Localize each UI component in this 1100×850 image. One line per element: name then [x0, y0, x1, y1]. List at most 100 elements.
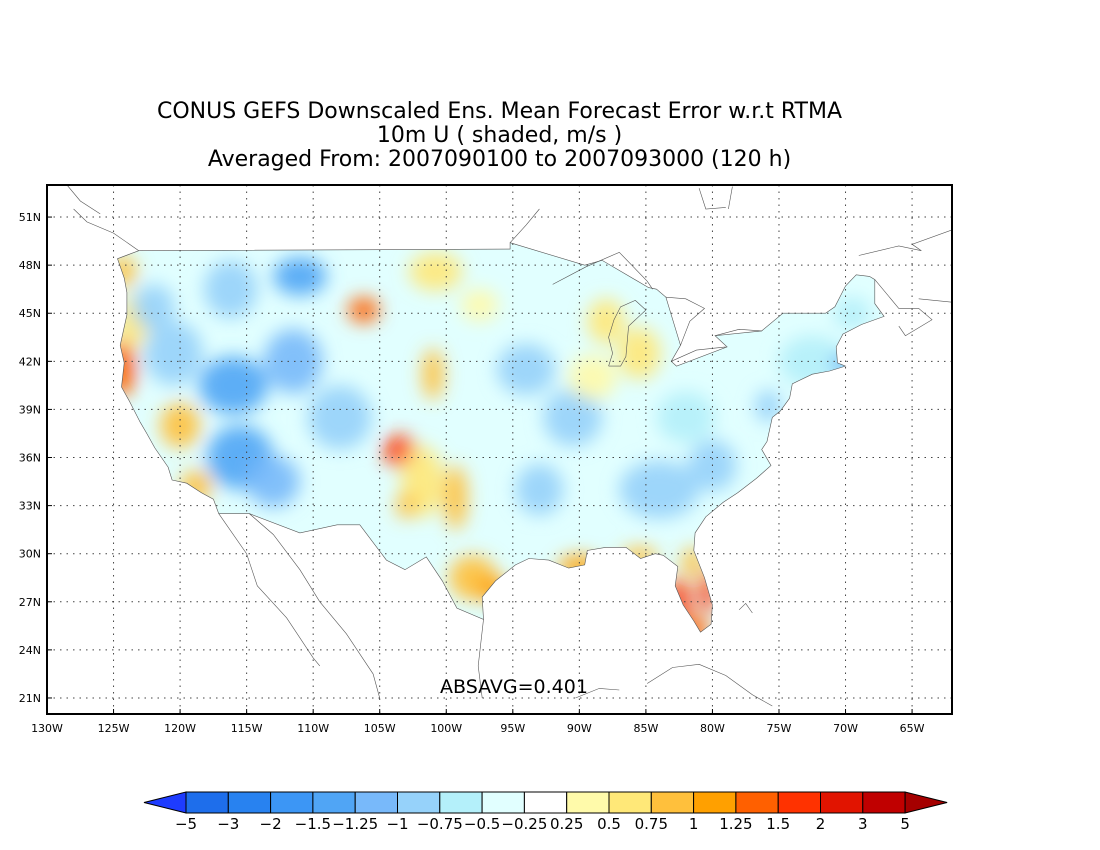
colorbar-label: −1.5 [295, 815, 331, 833]
colorbar-swatch [397, 791, 441, 814]
latitude-tick-label: 30N [19, 548, 41, 561]
coastlines [66, 185, 952, 707]
colorbar-label: −2 [260, 815, 282, 833]
colorbar-label: −5 [175, 815, 197, 833]
colorbar-swatch [650, 791, 695, 814]
longitude-tick-labels: 130W 125W 120W 115W 110W 105W 100W 95W 90W 85W 80W… [31, 709, 925, 735]
colorbar-label: −0.25 [501, 815, 547, 833]
colorbar-label: 3 [858, 815, 868, 833]
longitude-tick-label: 100W [430, 722, 462, 735]
coastline-segment [874, 279, 933, 337]
error-blob [619, 460, 700, 519]
colorbar-label: −0.75 [417, 815, 463, 833]
longitude-tick-label: 80W [700, 722, 725, 735]
latitude-tick-label: 42N [19, 355, 41, 368]
map-title: CONUS GEFS Downscaled Ens. Mean Forecast… [47, 100, 952, 172]
coastline-segment [66, 185, 101, 215]
error-blob [132, 284, 175, 330]
colorbar-label: 0.75 [635, 815, 668, 833]
colorbar-swatch [693, 791, 737, 814]
longitude-tick-label: 130W [31, 722, 63, 735]
coastline-segment [715, 328, 762, 336]
forecast-error-shading [117, 252, 871, 633]
error-blob [409, 252, 463, 291]
colorbar-label: 1.5 [766, 815, 790, 833]
coastline-segment [608, 300, 647, 367]
error-blob [117, 255, 137, 288]
longitude-tick-label: 75W [767, 722, 792, 735]
error-blob [347, 297, 380, 323]
colorbar-swatch [185, 791, 229, 814]
longitude-tick-label: 105W [364, 722, 396, 735]
colorbar-swatch [270, 791, 314, 814]
longitude-tick-label: 65W [900, 722, 925, 735]
latitude-tick-label: 27N [19, 596, 41, 609]
latitude-tick-label: 21N [19, 692, 41, 705]
graticule [47, 185, 952, 714]
coastline-segment [698, 188, 726, 210]
latitude-tick-label: 24N [19, 644, 41, 657]
absavg-statistic: ABSAVG=0.401 [440, 676, 588, 698]
colorbar-swatch [735, 791, 779, 814]
error-blob [656, 391, 716, 444]
colorbar-label: −0.5 [464, 815, 500, 833]
error-blob [160, 403, 201, 448]
colorbar-swatch [481, 791, 525, 814]
latitude-tick-label: 48N [19, 259, 41, 272]
coastline-segment [575, 688, 620, 699]
colorbar-label: −1.25 [332, 815, 378, 833]
coastline-segment [665, 296, 706, 346]
coastline-segment [647, 663, 773, 707]
coastline-segment [858, 229, 952, 256]
colorbar-swatch [354, 791, 399, 814]
colorbar-label: −1 [386, 815, 408, 833]
colorbar-over-triangle [904, 791, 948, 814]
error-blob [587, 298, 625, 344]
colorbar-swatch [227, 791, 272, 814]
latitude-tick-label: 45N [19, 307, 41, 320]
coastline-segment [738, 602, 753, 614]
error-blob [246, 455, 300, 508]
coastline-segment [73, 208, 139, 251]
latitude-tick-label: 39N [19, 403, 41, 416]
coastline-segment [918, 288, 952, 303]
coastline-segment [728, 186, 733, 210]
error-blob [496, 343, 556, 395]
title-line-3: Averaged From: 2007090100 to 2007093000 … [207, 147, 792, 172]
colorbar-swatch [608, 791, 652, 814]
coastline-segment [249, 513, 380, 699]
conus-coastline [117, 242, 885, 633]
error-blob [307, 385, 372, 450]
latitude-tick-label: 36N [19, 452, 41, 465]
longitude-tick-label: 95W [500, 722, 525, 735]
longitude-tick-label: 120W [164, 722, 196, 735]
colorbar-label: 5 [900, 815, 910, 833]
longitude-tick-label: 85W [633, 722, 658, 735]
colorbar-label: 1.25 [719, 815, 752, 833]
longitude-tick-label: 70W [833, 722, 858, 735]
title-line-2: 10m U ( shaded, m/s ) [376, 123, 623, 148]
error-blob [833, 297, 871, 330]
error-blob [515, 463, 564, 516]
longitude-tick-label: 125W [98, 722, 130, 735]
latitude-tick-label: 33N [19, 500, 41, 513]
colorbar-label: −3 [217, 815, 239, 833]
coastline-segment [552, 251, 653, 290]
error-blob [198, 356, 268, 415]
colorbar-label: 1 [689, 815, 699, 833]
coastline-segment [509, 208, 540, 243]
coastline-segment [218, 513, 321, 667]
error-blob [617, 327, 661, 379]
error-blob [755, 390, 782, 423]
error-blob [443, 465, 468, 530]
coastline-segment [671, 346, 726, 362]
error-blob [263, 329, 323, 394]
map-frame [46, 184, 953, 715]
error-blob [543, 388, 602, 447]
colorbar-swatch [439, 791, 483, 814]
colorbar-label: 0.5 [597, 815, 621, 833]
error-blob [395, 492, 417, 519]
colorbar-swatch [566, 791, 610, 814]
colorbar-label: 2 [816, 815, 826, 833]
